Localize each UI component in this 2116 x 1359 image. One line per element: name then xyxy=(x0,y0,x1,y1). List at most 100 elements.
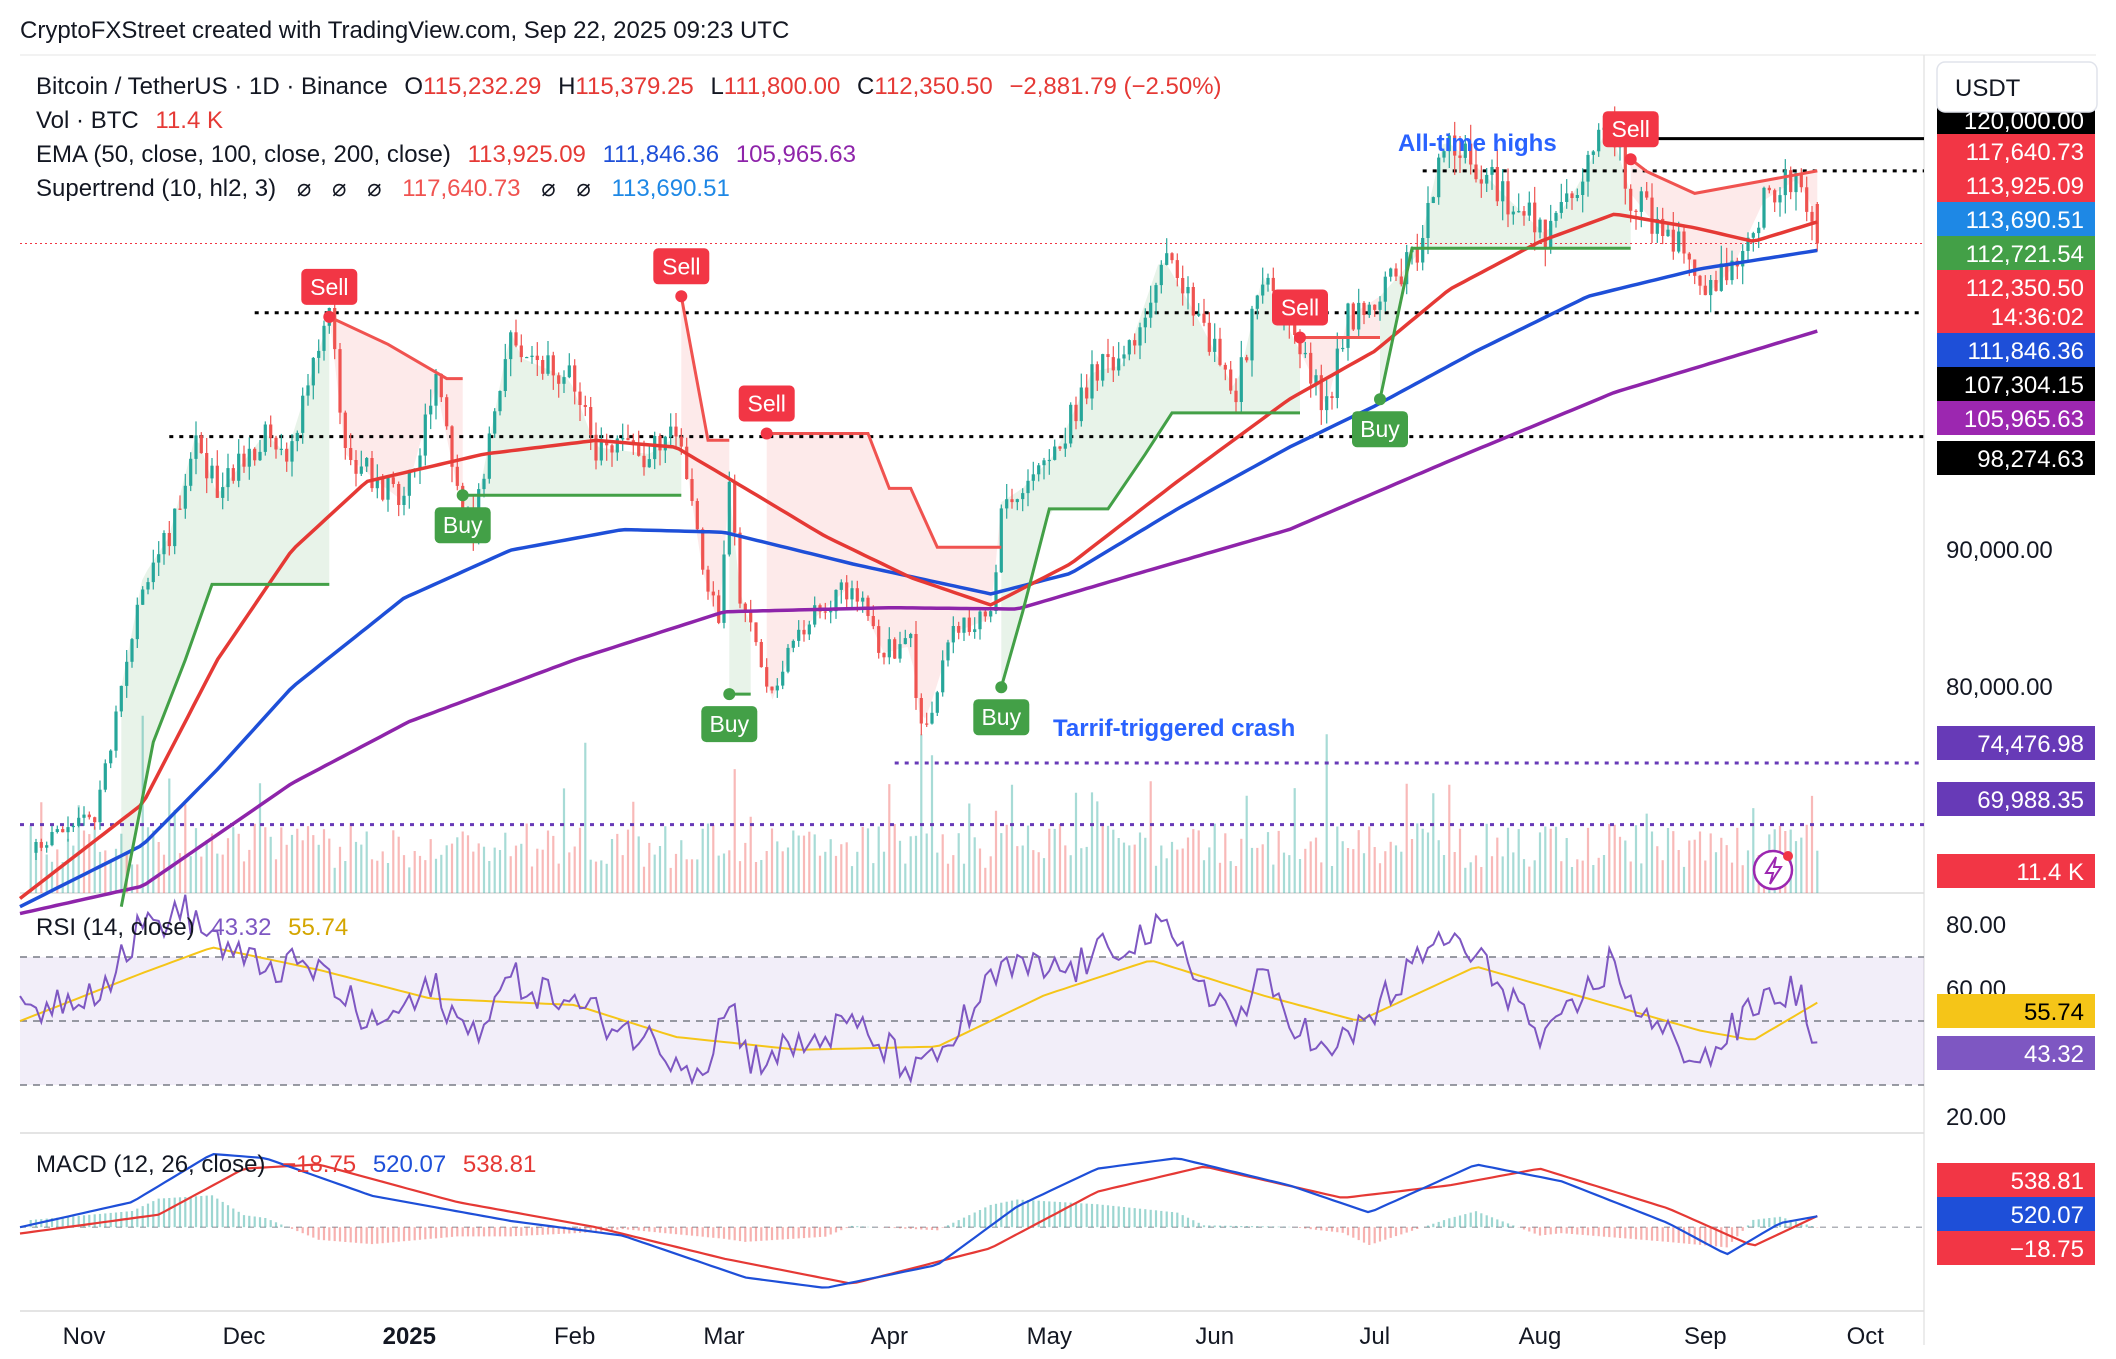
candle-body xyxy=(1522,211,1526,216)
candle-body xyxy=(797,629,801,641)
sell-signal-label[interactable]: Sell xyxy=(738,385,795,440)
price-tag-box xyxy=(1937,441,2095,475)
open-label: O xyxy=(404,73,423,100)
price-tag-text: 69,988.35 xyxy=(1977,787,2084,814)
candle-body xyxy=(674,426,678,437)
supertrend-fill-area xyxy=(329,316,463,501)
candle-body xyxy=(1031,474,1035,481)
supertrend-signals[interactable]: Sell Buy Sell Buy Sell Buy Sell Buy Sell xyxy=(301,111,1659,743)
candle-body xyxy=(397,484,401,505)
price-tag-box xyxy=(1937,1036,2095,1070)
candle-body xyxy=(1085,387,1089,399)
candle-body xyxy=(578,391,582,405)
candle-body xyxy=(1703,285,1707,296)
candle-body xyxy=(1757,227,1761,234)
candle-body xyxy=(66,827,70,833)
price-tag-box xyxy=(1937,401,2095,435)
candle-body xyxy=(1634,210,1638,212)
candle-body xyxy=(1389,268,1393,277)
candle-body xyxy=(1047,459,1051,462)
candle-body xyxy=(1218,338,1222,365)
candle-body xyxy=(1293,325,1297,335)
legend-symbol-line[interactable]: Bitcoin / TetherUS · 1D · Binance O115,2… xyxy=(36,73,1222,100)
candle-body xyxy=(1095,364,1099,381)
candle-body xyxy=(1639,191,1643,212)
null-marker: ⌀ xyxy=(541,175,555,202)
low-label: L xyxy=(710,73,723,100)
candle-body xyxy=(946,642,950,661)
candle-body xyxy=(1511,211,1515,215)
candle-body xyxy=(1053,446,1057,460)
candle-body xyxy=(1415,249,1419,263)
candle-body xyxy=(1133,340,1137,346)
macd-line-value: 520.07 xyxy=(373,1151,446,1178)
close-value: 112,350.50 xyxy=(874,73,992,100)
signal-text: Sell xyxy=(310,274,348,300)
candle-body xyxy=(1565,193,1569,202)
candle-body xyxy=(909,634,913,639)
candle-body xyxy=(1255,295,1259,309)
candle-body xyxy=(285,448,289,462)
macd-scale-tag: 520.07 xyxy=(1937,1197,2095,1231)
price-scale-tag: 112,721.54 xyxy=(1937,236,2095,270)
alert-icon[interactable] xyxy=(1752,849,1794,891)
candle-body xyxy=(1383,276,1387,302)
candle-body xyxy=(1666,229,1670,237)
candle-body xyxy=(311,357,315,386)
close-label: C xyxy=(857,73,874,100)
buy-signal-label[interactable]: Buy xyxy=(1352,393,1408,448)
candle-body xyxy=(1746,237,1750,251)
price-scale-tag: 113,690.51 xyxy=(1937,202,2095,236)
candle-body xyxy=(1533,202,1537,233)
rsi-ma-line xyxy=(19,946,1818,1051)
candle-body xyxy=(1250,308,1254,361)
price-tag-text: 74,476.98 xyxy=(1977,731,2084,758)
candle-body xyxy=(151,562,155,583)
candle-body xyxy=(999,508,1003,573)
buy-signal-label[interactable]: Buy xyxy=(701,688,758,743)
candle-body xyxy=(1101,354,1105,381)
candle-body xyxy=(1463,143,1467,158)
currency-button[interactable]: USDT xyxy=(1936,61,2098,113)
candle-body xyxy=(733,481,737,533)
candle-body xyxy=(1037,465,1041,475)
candle-body xyxy=(1762,187,1766,228)
candle-body xyxy=(530,355,534,357)
support-resistance-lines xyxy=(20,137,1924,827)
buy-signal-label[interactable]: Buy xyxy=(973,681,1030,736)
sell-signal-label[interactable]: Sell xyxy=(1602,111,1659,166)
candle-body xyxy=(877,626,881,653)
candle-body xyxy=(663,436,667,451)
sell-signal-label[interactable]: Sell xyxy=(301,268,358,323)
sell-signal-label[interactable]: Sell xyxy=(653,248,710,303)
price-tag-text: 98,274.63 xyxy=(1977,446,2084,473)
legend-ema-line[interactable]: EMA (50, close, 100, close, 200, close) … xyxy=(36,141,856,168)
candle-body xyxy=(1575,195,1579,198)
candle-body xyxy=(690,479,694,501)
sell-signal-label[interactable]: Sell xyxy=(1272,289,1328,344)
signal-text: Buy xyxy=(1360,416,1400,442)
candle-body xyxy=(487,433,491,479)
legend-volume-line[interactable]: Vol · BTC 11.4 K xyxy=(36,107,223,134)
price-tag-text: 117,640.73 xyxy=(1966,139,2084,166)
candle-body xyxy=(1687,253,1691,260)
candle-body xyxy=(333,308,337,350)
legend-macd-line[interactable]: MACD (12, 26, close) −18.75 520.07 538.8… xyxy=(36,1151,536,1178)
candle-body xyxy=(1645,191,1649,198)
candle-body xyxy=(775,685,779,691)
candle-body xyxy=(317,350,321,358)
volume-value: 11.4 K xyxy=(155,107,223,134)
candle-body xyxy=(1309,352,1313,384)
legend-supertrend-line[interactable]: Supertrend (10, hl2, 3) ⌀ ⌀ ⌀ 117,640.73… xyxy=(36,175,730,202)
supertrend-fill-area xyxy=(1630,159,1818,297)
high-label: H xyxy=(558,73,575,100)
buy-signal-label[interactable]: Buy xyxy=(434,489,491,544)
candle-body xyxy=(781,671,785,686)
x-axis-tick-label: Nov xyxy=(63,1323,106,1350)
candle-body xyxy=(1149,302,1153,318)
candle-body xyxy=(258,451,262,461)
candle-body xyxy=(653,436,657,460)
candle-body xyxy=(114,711,118,751)
legend-rsi-line[interactable]: RSI (14, close) 43.32 55.74 xyxy=(36,914,348,941)
